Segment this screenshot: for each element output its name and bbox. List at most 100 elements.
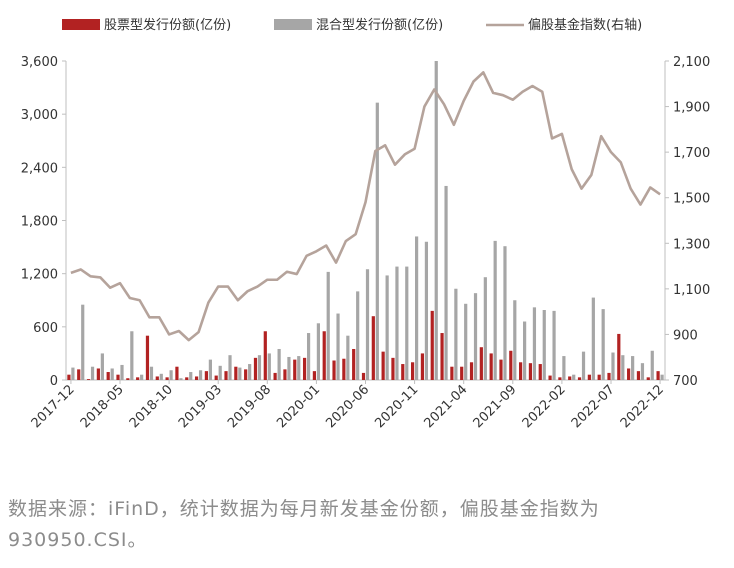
stock-bar-2022-05 [587,374,591,380]
stock-bar-2021-09 [509,350,513,380]
mixed-bar-2022-03 [572,374,576,380]
mixed-bar-2021-06 [483,277,487,380]
mixed-bar-2018-01 [81,304,85,380]
mixed-bar-2020-04 [346,335,350,380]
stock-bar-2018-12 [185,377,189,380]
stock-bar-2020-02 [322,331,326,380]
mixed-bar-2019-10 [287,356,291,380]
mixed-bar-2019-04 [228,355,232,380]
chart-legend: 股票型发行份额(亿份) 混合型发行份额(亿份) 偏股基金指数(右轴) [62,17,642,33]
stock-bar-2021-02 [440,333,444,380]
mixed-bar-2018-12 [189,372,193,380]
mixed-bar-2020-02 [326,271,330,380]
x-tick-label: 2021-09 [471,382,520,431]
mixed-bar-2019-11 [297,356,301,380]
stock-bar-2019-07 [253,357,258,380]
mixed-fund-bars [71,61,664,381]
mixed-bar-2020-11 [415,236,419,380]
stock-bar-2019-03 [214,375,218,380]
stock-bar-2019-04 [224,371,228,380]
stock-bar-2022-07 [607,372,611,380]
legend-stock-label: 股票型发行份额(亿份) [104,17,231,33]
mixed-bar-2022-12 [660,374,664,380]
stock-bar-2022-08 [617,333,621,380]
stock-bar-2020-04 [342,358,346,380]
mixed-bar-2022-05 [591,297,595,380]
stock-bar-2022-02 [558,377,562,380]
mixed-bar-2021-11 [532,307,537,380]
x-tick-label: 2020-01 [274,382,323,431]
stock-bar-2020-10 [401,364,405,380]
mixed-bar-2018-04 [110,368,114,380]
stock-bar-2021-12 [538,364,542,380]
mixed-bar-2021-08 [503,246,507,380]
mixed-bar-2021-02 [444,185,448,380]
left-tick-label: 2,400 [21,161,58,176]
stock-bar-2022-10 [636,371,641,380]
mixed-bar-2022-09 [631,356,635,380]
stock-bar-2019-05 [234,366,238,380]
mixed-bar-2021-10 [523,321,527,380]
fund-issuance-chart: 股票型发行份额(亿份) 混合型发行份额(亿份) 偏股基金指数(右轴) 0 600 1,2… [21,17,710,431]
chart-frame [65,61,666,381]
mixed-bar-2018-11 [179,378,183,380]
mixed-bar-2020-12 [424,241,429,380]
stock-bar-2021-05 [469,362,474,380]
legend-mixed-swatch [274,19,312,30]
right-tick-label: 1,500 [673,192,710,207]
mixed-bar-2021-12 [542,310,546,380]
right-tick-label: 1,900 [673,101,710,116]
stock-bar-2021-07 [489,353,493,380]
mixed-bar-2018-10 [169,370,173,380]
stock-bar-2022-06 [597,374,601,380]
stock-bar-2020-12 [420,353,425,380]
stock-bar-2020-06 [361,372,366,380]
mixed-bar-2021-07 [493,240,497,380]
x-tick-label: 2017-12 [29,382,78,431]
x-tick-label: 2021-04 [422,382,471,431]
legend-mixed-label: 混合型发行份额(亿份) [316,17,443,33]
mixed-bar-2020-09 [395,266,399,380]
stock-bar-2019-11 [293,359,297,380]
mixed-bar-2022-08 [621,355,625,380]
stock-bar-2018-10 [165,377,169,380]
index-line-path [70,71,661,342]
mixed-bar-2018-03 [100,353,104,380]
stock-bar-2020-09 [391,357,395,380]
right-y-axis: 700 900 1,100 1,300 1,500 1,700 1,900 2,100 [665,55,710,389]
right-tick-label: 900 [673,328,698,343]
stock-bar-2022-09 [627,368,631,380]
mixed-bar-2022-10 [640,363,645,380]
stock-bar-2018-08 [145,335,150,380]
stock-bar-2021-11 [528,363,533,380]
stock-bar-2022-11 [646,377,650,380]
mixed-bar-2020-06 [365,269,370,380]
left-tick-label: 3,000 [21,108,58,123]
stock-bar-2018-07 [136,377,140,380]
mixed-bar-2018-06 [130,331,134,380]
mixed-bar-2021-04 [464,303,468,380]
mixed-bar-2019-02 [208,359,212,380]
left-tick-label: 600 [33,321,58,336]
x-tick-label: 2018-10 [127,382,176,431]
stock-bar-2022-01 [548,375,552,380]
mixed-bar-2018-07 [140,374,144,380]
stock-bar-2018-05 [116,374,120,380]
mixed-bar-2018-02 [90,366,95,380]
mixed-bar-2021-03 [454,288,458,380]
stock-bar-2018-06 [126,378,130,380]
stock-bar-2021-06 [479,347,483,380]
mixed-bar-2020-10 [405,266,409,380]
stock-bar-2020-05 [352,348,356,380]
left-tick-label: 3,600 [21,55,58,70]
right-tick-label: 1,700 [673,146,710,161]
stock-bar-2017-12 [67,374,71,380]
legend-stock-swatch [62,19,100,30]
mixed-bar-2019-08 [267,353,271,380]
mixed-bar-2018-09 [159,373,163,380]
stock-bar-2018-03 [96,368,100,380]
stock-bar-2019-09 [273,372,277,380]
mixed-bar-2022-06 [601,309,605,380]
left-tick-label: 1,800 [21,215,58,230]
x-axis: 2017-12 2018-05 2018-10 2019-03 2019-08 2020-… [29,380,667,431]
